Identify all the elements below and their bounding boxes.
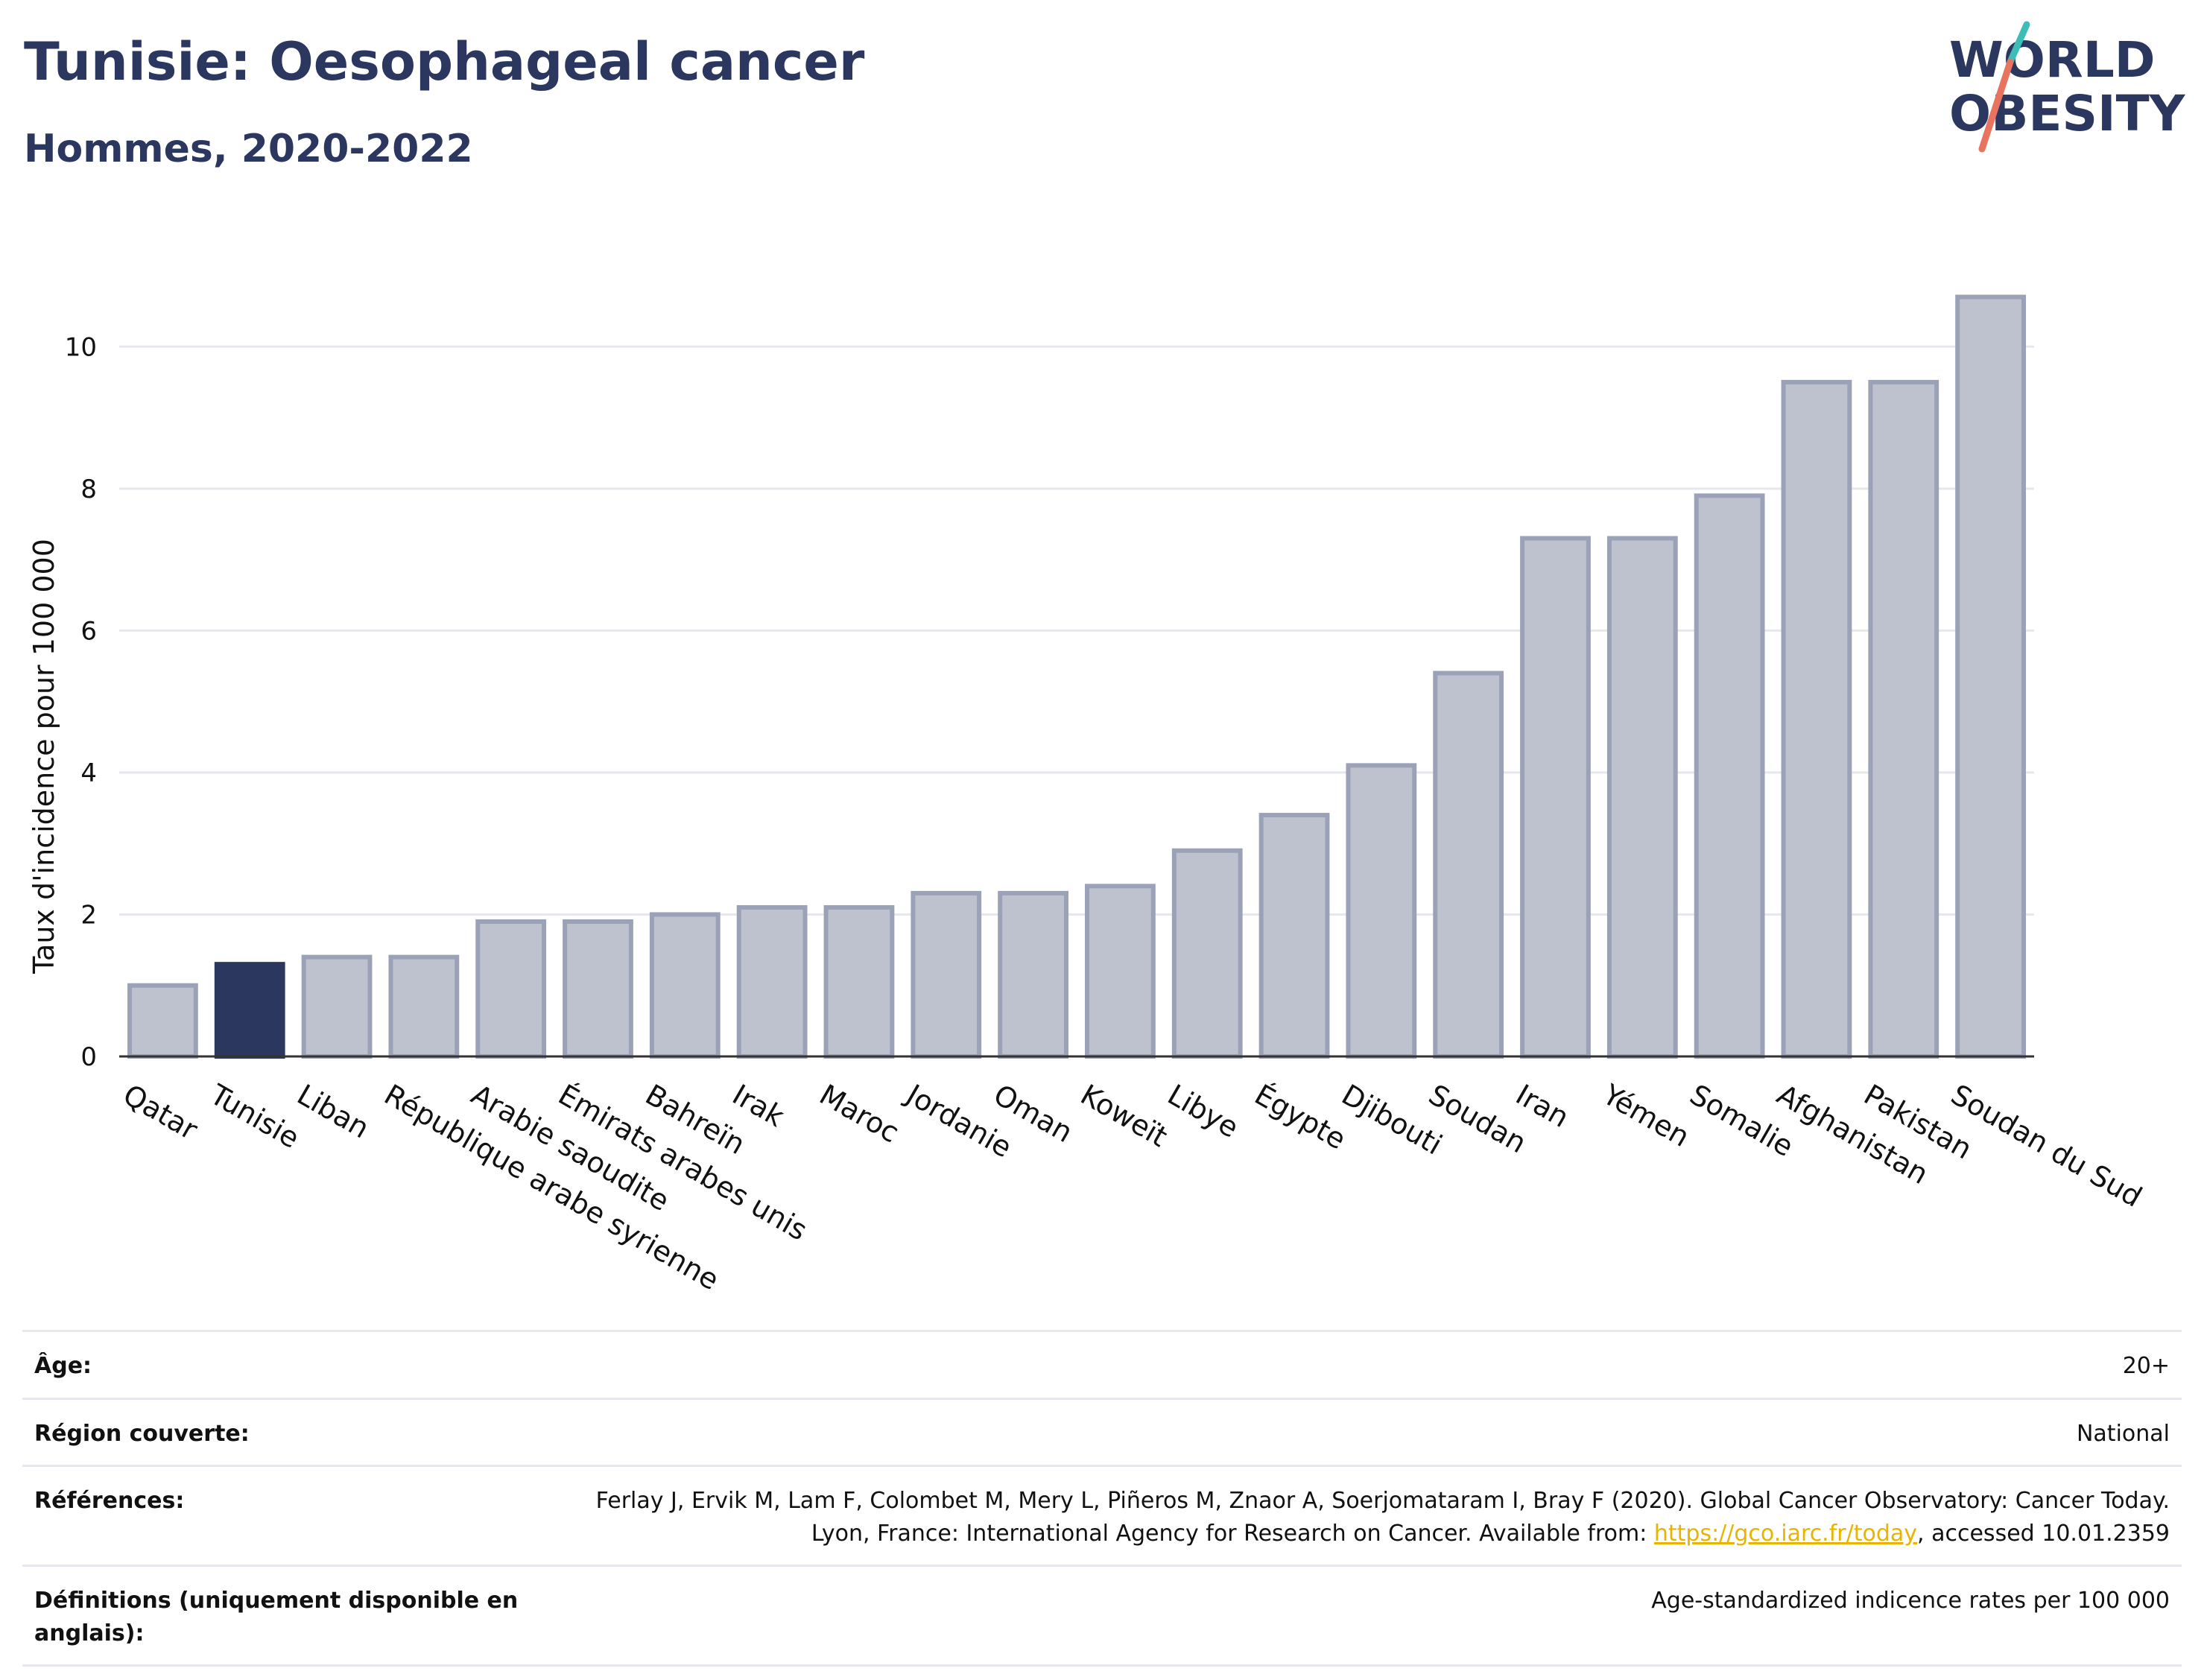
- x-tick-label: Djibouti: [1336, 1078, 1448, 1161]
- page-subtitle: Hommes, 2020-2022: [24, 127, 473, 171]
- world-obesity-logo: WORLD OBESITY: [1949, 21, 2186, 153]
- region-label: Région couverte:: [34, 1420, 250, 1447]
- bar-maroc: [823, 904, 895, 1059]
- y-tick-label: 0: [80, 1042, 97, 1072]
- bar-iran: [1520, 536, 1591, 1059]
- x-tick-label: Yémen: [1597, 1077, 1695, 1153]
- meta-row-references: Références: Ferlay J, Ervik M, Lam F, Co…: [22, 1465, 2182, 1565]
- definitions-value: Age-standardized indicence rates per 100…: [1651, 1588, 2170, 1614]
- x-tick-label: Soudan: [1423, 1078, 1532, 1160]
- bar-soudan: [1433, 671, 1504, 1059]
- y-tick-label: 4: [80, 758, 97, 788]
- references-link[interactable]: https://gco.iarc.fr/today: [1653, 1520, 1918, 1547]
- x-tick-label: Liban: [292, 1078, 375, 1145]
- logo-slash-bottom: [1978, 58, 2014, 153]
- bar-oman: [998, 890, 1068, 1059]
- age-label: Âge:: [34, 1353, 92, 1379]
- bars: [127, 294, 2026, 1059]
- bar-afghanistan: [1781, 379, 1852, 1059]
- y-tick-label: 8: [80, 475, 97, 504]
- bar-emirats-arabes-unis: [563, 919, 633, 1059]
- x-tick-label: Égypte: [1250, 1078, 1352, 1156]
- x-tick-label: Soudan du Sud: [1945, 1078, 2147, 1214]
- bar-arabie-saoudite: [475, 919, 547, 1059]
- bar-egypte: [1258, 813, 1330, 1059]
- bar-irak: [736, 904, 808, 1059]
- references-accessed: , accessed 10.01.2359: [1917, 1520, 2170, 1547]
- x-tick-label: Koweït: [1075, 1078, 1173, 1153]
- bar-koweit: [1085, 884, 1156, 1059]
- definitions-label: Définitions (uniquement disponible en an…: [34, 1588, 519, 1646]
- bar-soudan-du-sud: [1955, 294, 2026, 1059]
- x-tick-label: Tunisie: [204, 1077, 305, 1155]
- bar-liban: [301, 954, 373, 1059]
- page-title: Tunisie: Oesophageal cancer: [24, 31, 865, 92]
- meta-row-definitions: Définitions (uniquement disponible en an…: [22, 1565, 2182, 1667]
- meta-row-age: Âge: 20+: [22, 1330, 2182, 1398]
- x-tick-label: Maroc: [814, 1078, 905, 1150]
- region-value: National: [2076, 1420, 2170, 1447]
- bar-pakistan: [1868, 379, 1939, 1059]
- bar-somalie: [1694, 493, 1765, 1059]
- age-value: 20+: [2122, 1353, 2170, 1379]
- x-tick-label: Libye: [1162, 1078, 1244, 1144]
- bar-jordanie: [911, 890, 982, 1059]
- bar-tunisie: [214, 962, 285, 1059]
- meta-row-region: Région couverte: National: [22, 1397, 2182, 1465]
- references-value: Ferlay J, Ervik M, Lam F, Colombet M, Me…: [568, 1485, 2170, 1550]
- y-tick-label: 6: [80, 616, 97, 646]
- y-axis-ticks: 0 2 4 6 8 10: [65, 332, 97, 1072]
- bar-bahrein: [649, 912, 721, 1059]
- bar-qatar: [127, 983, 198, 1059]
- bar-yemen: [1606, 536, 1678, 1059]
- y-tick-label: 2: [80, 900, 97, 930]
- references-text: Ferlay J, Ervik M, Lam F, Colombet M, Me…: [595, 1488, 2170, 1547]
- x-tick-label: Qatar: [118, 1078, 203, 1147]
- bar-libye: [1171, 848, 1243, 1059]
- bar-djibouti: [1346, 763, 1417, 1059]
- y-axis-label: Taux d'incidence pour 100 000: [28, 539, 60, 974]
- bar-republique-arabe-syrienne: [388, 954, 460, 1059]
- metadata-table: Âge: 20+ Région couverte: National Référ…: [22, 1330, 2182, 1667]
- logo-slash-top: [2007, 21, 2030, 66]
- logo-line-1: WORLD: [1949, 31, 2156, 89]
- references-label: Références:: [34, 1488, 185, 1514]
- y-tick-label: 10: [65, 332, 97, 362]
